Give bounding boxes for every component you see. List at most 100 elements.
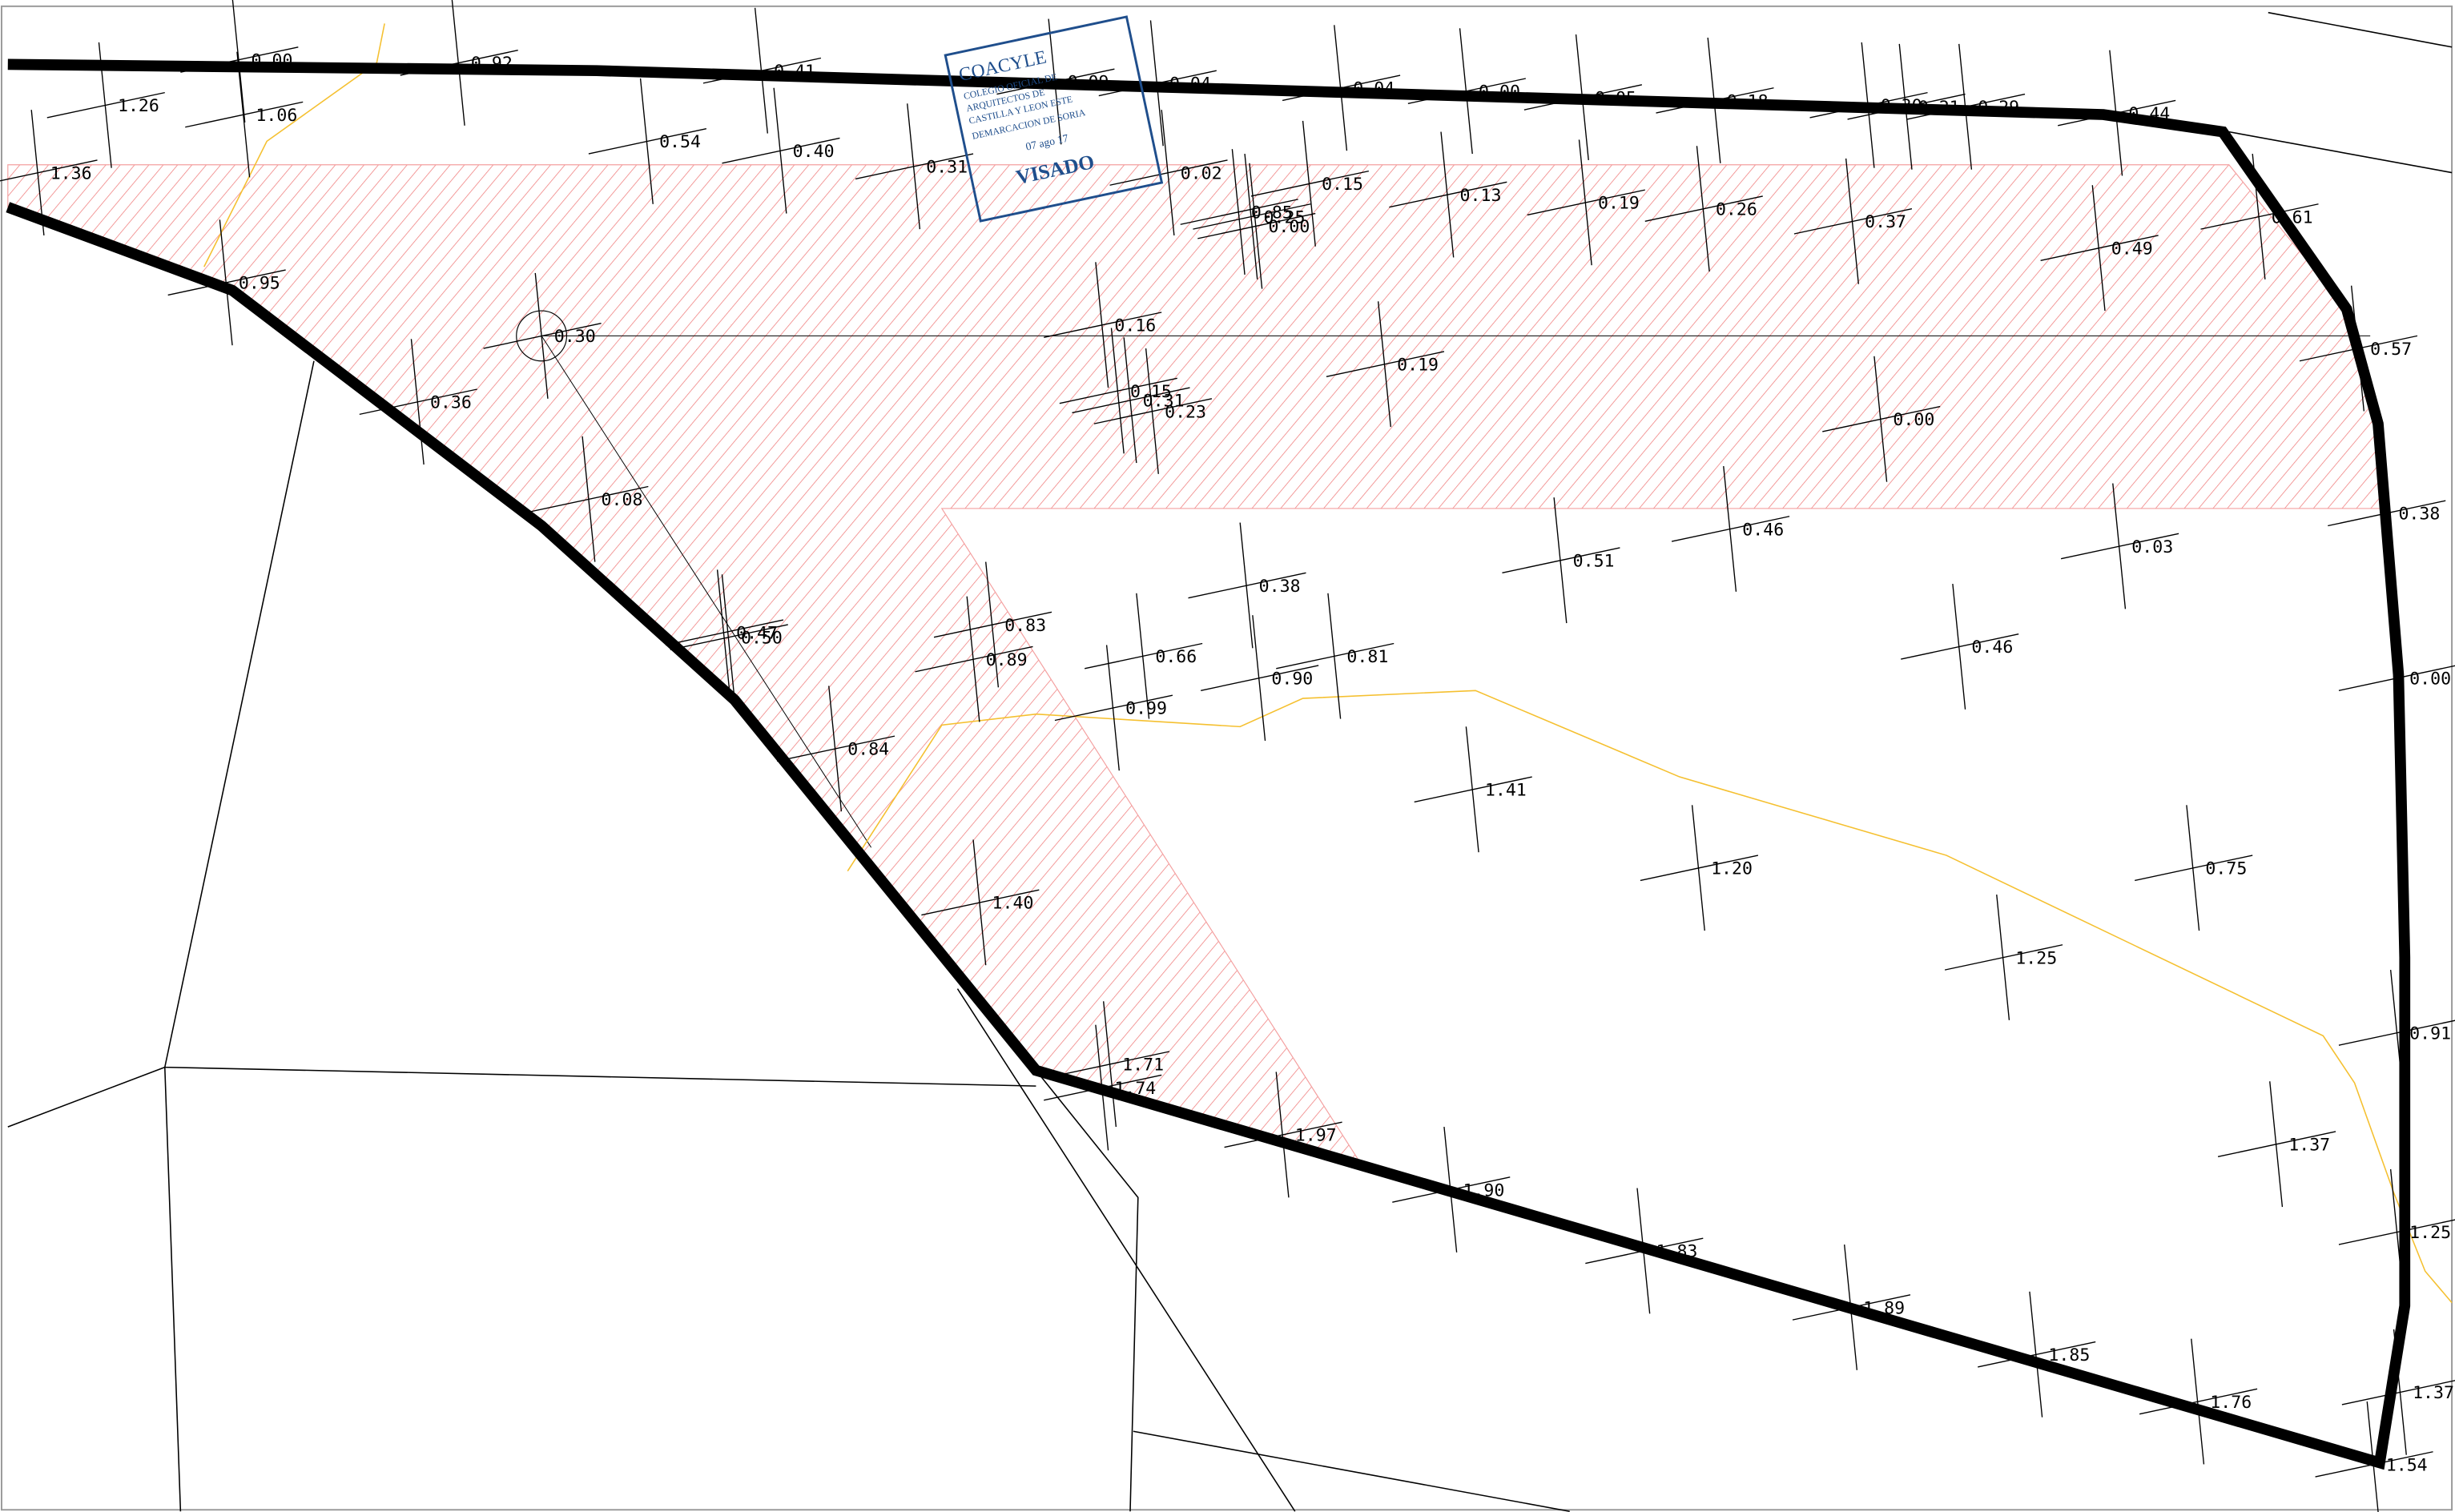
cross-h [1809,91,1928,119]
cross-h [1901,633,2019,660]
cross-h [2040,235,2159,261]
elevation-label: 1.40 [992,894,1034,914]
elevation-label: 0.31 [1143,392,1185,412]
elevation-label: 1.89 [1863,1298,1905,1318]
marker [516,310,568,362]
cross-h [1051,1051,1170,1078]
cross-v [98,42,112,168]
cross-v [1958,43,1973,170]
elevation-label: 0.15 [1322,175,1363,195]
cross-v [534,272,549,399]
cross-h [1109,159,1228,186]
parcel-line [2268,11,2453,48]
cross-h [1188,572,1306,599]
cross-v [1377,301,1391,428]
cross-h [1276,642,1395,670]
elevation-label: 0.00 [1268,217,1310,237]
cross-h [180,46,299,73]
elevation-label: 0.49 [2111,239,2153,259]
elevation-label: 0.04 [1169,74,1211,94]
cross-h [1193,203,1311,230]
parcel-line [7,1066,182,1512]
elevation-label: 0.08 [602,490,643,510]
elevation-label: 1.83 [1656,1242,1698,1262]
cross-h [1085,642,1203,670]
elevation-label: 0.40 [793,142,835,162]
cross-v [1334,25,1348,151]
elevation-label: 0.46 [1742,520,1784,540]
cross-v [907,103,921,230]
cross-h [1250,170,1370,197]
cross-v [1145,348,1159,474]
cross-h [1523,84,1643,111]
elevation-label: 0.19 [1397,355,1439,375]
cross-h [1656,87,1774,114]
axis-line [541,336,872,848]
elevation-label: 0.16 [1114,316,1156,336]
cross-v [972,839,987,966]
cross-h [1201,665,1319,691]
elevation-label: 0.54 [659,132,701,152]
cross-v [1275,1072,1290,1198]
boundary [6,58,2411,1470]
cross-v [1898,43,1913,170]
cross-v [1465,726,1479,853]
cross-v [582,436,596,562]
cross-v [1636,1188,1651,1314]
cross-v [1578,139,1592,266]
cross-h [722,137,840,164]
cross-h [588,128,707,155]
elevation-label: 1.25 [2409,1223,2451,1243]
cross-h [665,619,784,646]
elevation-label: 0.21 [1918,98,1960,118]
cross-h [2217,1131,2336,1157]
cross-h [185,101,304,128]
cross-v [1845,158,1859,284]
cross-h [1944,944,2063,971]
cross-v [1873,356,1888,482]
cross-h [1644,195,1763,222]
cross-h [2338,665,2455,691]
elevation-label: 0.66 [1155,647,1197,667]
cross-h [776,735,895,762]
cross-v [1095,262,1109,388]
cross-v [2269,1081,2284,1208]
cross-v [1231,149,1246,275]
elevation-label: 0.29 [1978,98,2019,118]
cross-v [1553,497,1568,624]
cross-v [219,219,233,346]
cross-v [2366,1401,2379,1512]
cross-h [1093,398,1213,424]
cross-v [1244,153,1258,279]
cross-h [400,50,518,76]
cross-h [921,889,1040,916]
cross-h [2135,855,2253,882]
cross-h [1044,1074,1162,1101]
cross-v [2112,483,2127,609]
contours [203,23,2453,1304]
cross-v [1239,522,1254,649]
cross-h [1282,74,1401,102]
cross-h [1792,1294,1911,1321]
elevation-label: 0.04 [1353,79,1395,99]
elevation-label: 1.76 [2210,1393,2252,1413]
cross-h [996,68,1115,95]
cross-v [2191,1338,2205,1465]
cross-v [716,569,730,696]
elevation-label: 0.91 [2409,1023,2451,1044]
cross-h [1197,212,1316,239]
elevation-label: 0.05 [1595,88,1636,108]
cross-h [1044,312,1162,339]
elevation-label: 0.81 [1346,647,1388,667]
cross-h [1389,181,1507,208]
cross-h [1180,199,1298,225]
parcel-line [956,988,1296,1512]
cross-h [1527,189,1645,216]
cross-h [1978,1341,2096,1368]
cross-v [2091,185,2106,312]
cross-v [2252,153,2266,279]
elevation-label: 0.23 [1165,402,1206,422]
cross-v [1996,894,2010,1020]
elevation-label: 1.25 [2015,948,2057,968]
elevation-label: 1.37 [2288,1135,2330,1155]
